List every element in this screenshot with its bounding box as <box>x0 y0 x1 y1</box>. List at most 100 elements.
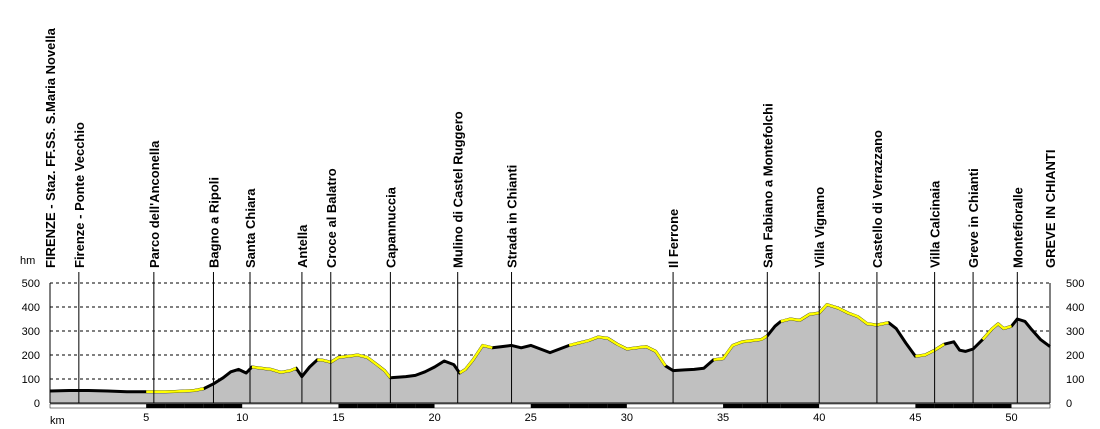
km-ruler-segment <box>165 404 185 408</box>
km-ruler-segment <box>300 404 320 408</box>
highlight-segment <box>251 365 297 374</box>
km-ruler-segment <box>203 404 224 408</box>
place-label: Capannuccia <box>383 186 398 268</box>
highlight-segment <box>981 322 1012 341</box>
km-ruler-segment <box>511 404 531 408</box>
place-label: Montefioralle <box>1010 187 1025 268</box>
y-tick-label-left: 200 <box>22 350 40 362</box>
km-ruler-frame <box>49 403 1051 409</box>
km-ruler-segment <box>876 404 897 408</box>
place-marker: FIRENZE - Staz. FF.SS. S.Maria Novella <box>43 27 58 268</box>
y-tick-label-right: 400 <box>1066 302 1084 314</box>
km-ruler-segment <box>896 404 916 408</box>
place-label: Firenze - Ponte Vecchio <box>72 122 87 268</box>
km-ruler-segment <box>684 404 704 408</box>
x-tick-label: 15 <box>332 412 344 424</box>
km-ruler-segment <box>126 404 147 408</box>
y-tick-label-right: 100 <box>1066 374 1084 386</box>
km-ruler-segment <box>626 404 647 408</box>
x-tick-label: 25 <box>525 412 537 424</box>
y-axis-unit: hm <box>20 255 35 267</box>
km-ruler-segment <box>319 404 339 408</box>
place-marker: Villa Vignano <box>812 187 827 403</box>
axes: 0 0 100 100 200 200 300 300 400 400 500 500 5 10 15 20 2… <box>22 278 1085 424</box>
km-ruler-segment <box>857 404 877 408</box>
place-label: Antella <box>295 224 310 268</box>
km-ruler-segment <box>242 404 262 408</box>
km-ruler-segment <box>415 404 435 408</box>
km-ruler-segment <box>915 404 935 408</box>
profile-area <box>49 303 1051 403</box>
place-label: Villa Calcinaia <box>928 180 943 268</box>
place-label: FIRENZE - Staz. FF.SS. S.Maria Novella <box>43 27 58 268</box>
km-ruler-segment <box>780 404 800 408</box>
highlight-segment <box>915 343 945 358</box>
x-tick-label: 10 <box>236 412 248 424</box>
km-ruler-segment <box>703 404 724 408</box>
highlight-segment <box>458 344 493 375</box>
x-tick-label: 30 <box>621 412 633 424</box>
km-ruler-segment <box>492 404 512 408</box>
place-label: Bagno a Ripoli <box>206 177 221 268</box>
km-ruler-segment <box>838 404 858 408</box>
x-tick-label: 50 <box>1005 412 1017 424</box>
km-ruler-segment <box>934 404 954 408</box>
km-ruler-segment <box>146 404 166 408</box>
highlight-segment <box>780 303 889 327</box>
km-ruler-segment <box>530 404 550 408</box>
place-marker: Croce al Balatro <box>324 168 339 403</box>
place-label: Parco dell'Anconella <box>147 140 162 268</box>
y-tick-label-right: 0 <box>1066 398 1072 410</box>
highlight-segment <box>713 334 768 362</box>
place-marker: Parco dell'Anconella <box>147 140 162 403</box>
place-label: San Fabiano a Montefolchi <box>760 103 775 268</box>
place-marker: Capannuccia <box>383 186 398 403</box>
km-ruler-segment <box>280 404 300 408</box>
place-marker: Firenze - Ponte Vecchio <box>72 122 87 403</box>
place-marker: Bagno a Ripoli <box>206 177 221 403</box>
km-ruler-segment <box>800 404 820 408</box>
km-ruler-segment <box>646 404 666 408</box>
km-ruler-segment <box>992 404 1012 408</box>
km-ruler-segment <box>588 404 608 408</box>
place-markers: FIRENZE - Staz. FF.SS. S.Maria Novella Fi… <box>43 27 1058 403</box>
highlight-segment <box>146 387 205 393</box>
km-ruler-segment <box>550 404 570 408</box>
km-ruler-segment <box>761 404 781 408</box>
y-tick-label-left: 500 <box>22 278 40 290</box>
km-ruler-segment <box>434 404 454 408</box>
highlight-segment <box>317 353 392 379</box>
y-tick-label-left: 0 <box>34 398 40 410</box>
km-ruler-segment <box>376 404 397 408</box>
km-ruler-segment <box>50 404 70 408</box>
place-label: Villa Vignano <box>812 187 827 268</box>
place-label: Santa Chiara <box>243 188 258 268</box>
place-label: Castello di Verrazzano <box>870 130 885 268</box>
km-ruler-segment <box>953 404 974 408</box>
km-ruler-segment <box>1030 404 1050 408</box>
x-tick-label: 45 <box>909 412 921 424</box>
place-marker: Greve in Chianti <box>966 168 981 403</box>
km-ruler-segment <box>261 404 281 408</box>
place-marker: Il Ferrone <box>666 209 681 403</box>
place-marker: GREVE IN CHIANTI <box>1043 150 1058 268</box>
y-tick-label-left: 400 <box>22 302 40 314</box>
x-tick-label: 35 <box>717 412 729 424</box>
place-marker: Montefioralle <box>1010 187 1025 403</box>
km-ruler-segment <box>569 404 589 408</box>
place-label: Strada in Chianti <box>505 165 520 268</box>
km-ruler-segment <box>665 404 685 408</box>
place-label: Mulino di Castel Ruggero <box>451 111 466 268</box>
km-ruler-segment <box>819 404 839 408</box>
km-ruler-segment <box>69 404 89 408</box>
place-marker: San Fabiano a Montefolchi <box>760 103 775 403</box>
km-ruler-segment <box>453 404 474 408</box>
km-ruler-segment <box>357 404 377 408</box>
x-tick-label: 5 <box>143 412 149 424</box>
x-tick-label: 20 <box>428 412 440 424</box>
y-tick-label-right: 200 <box>1066 350 1084 362</box>
place-label: GREVE IN CHIANTI <box>1043 150 1058 268</box>
km-ruler-segment <box>223 404 243 408</box>
km-ruler-segment <box>107 404 127 408</box>
